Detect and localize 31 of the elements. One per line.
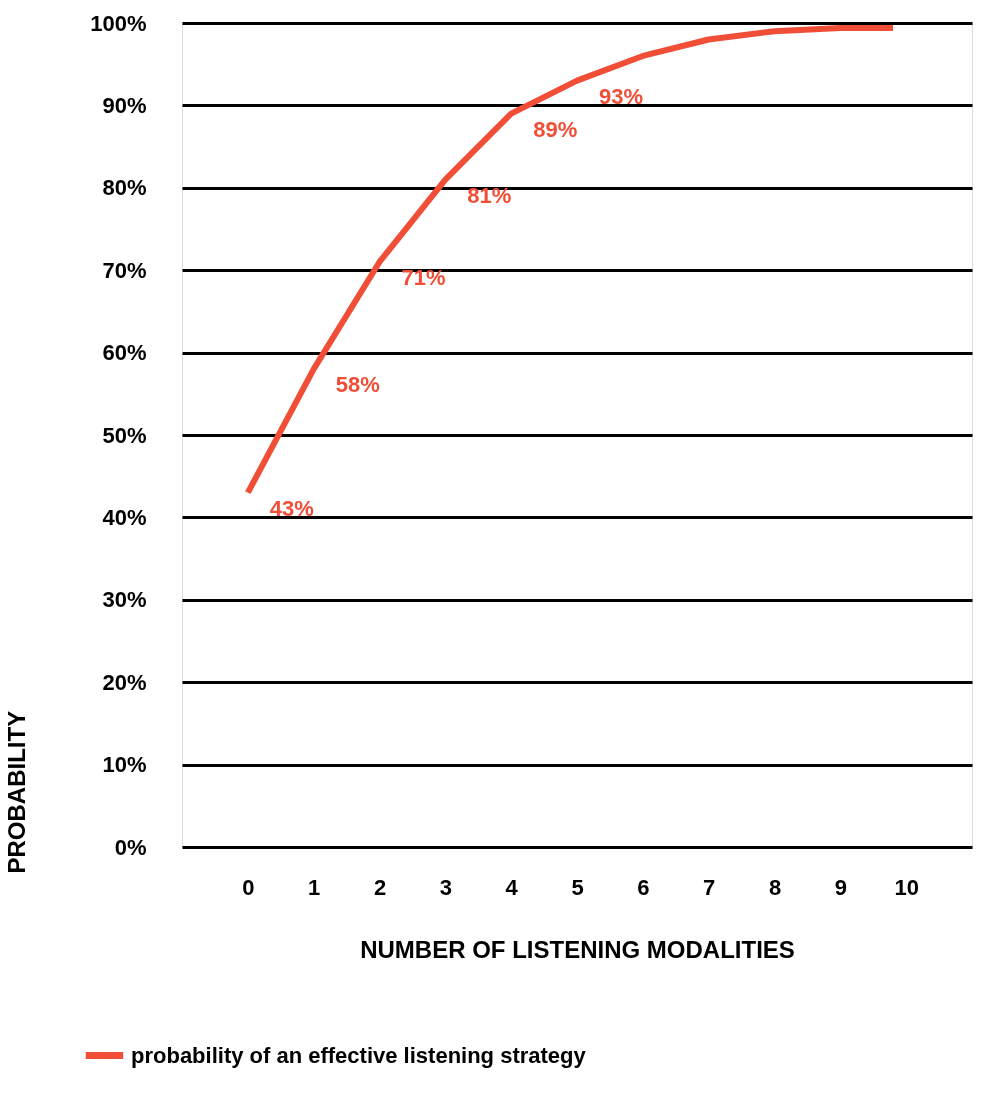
y-tick-label: 90% <box>102 92 147 118</box>
y-tick-label: 20% <box>102 669 147 695</box>
y-tick-label: 100% <box>90 10 147 36</box>
x-tick-label: 9 <box>834 874 847 900</box>
y-tick-label: 0% <box>114 834 147 860</box>
y-tick-label: 40% <box>102 504 147 530</box>
x-tick-label: 10 <box>894 874 919 900</box>
x-tick-label: 8 <box>768 874 782 900</box>
x-tick-label: 6 <box>637 874 650 900</box>
data-label: 93% <box>599 83 644 109</box>
legend-label: probability of an effective listening strategy <box>131 1042 587 1068</box>
x-tick-label: 5 <box>571 874 584 900</box>
x-tick-label: 0 <box>242 874 255 900</box>
y-tick-label: 60% <box>102 340 147 366</box>
data-label: 58% <box>335 372 380 398</box>
y-axis-title: PROBABILITY <box>3 710 31 874</box>
y-tick-label: 30% <box>102 587 147 613</box>
x-tick-label: 1 <box>308 874 321 900</box>
y-tick-label: 80% <box>102 175 147 201</box>
x-tick-label: 2 <box>373 874 387 900</box>
x-tick-label: 7 <box>703 874 716 900</box>
data-label: 81% <box>467 182 512 208</box>
y-tick-label: 70% <box>102 257 147 283</box>
y-tick-label: 50% <box>102 422 147 448</box>
data-label: 43% <box>269 495 314 521</box>
data-label: 71% <box>401 264 446 290</box>
x-tick-label: 3 <box>439 874 452 900</box>
y-tick-label: 10% <box>102 752 147 778</box>
x-axis-title: NUMBER OF LISTENING MODALITIES <box>360 935 795 963</box>
data-label: 89% <box>533 116 578 142</box>
x-tick-label: 4 <box>505 874 519 900</box>
